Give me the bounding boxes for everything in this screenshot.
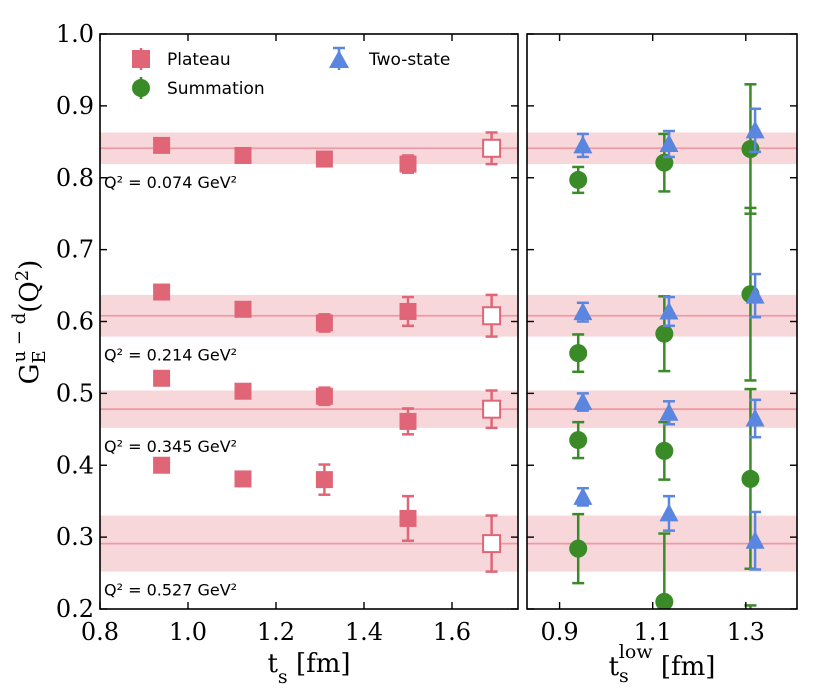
two-state-point-1-2 <box>745 285 765 304</box>
plateau-point-2-1 <box>234 382 252 400</box>
summation-point-3-1 <box>655 592 674 609</box>
plateau-point-0-2 <box>315 150 333 168</box>
plateau-point-1-0 <box>153 283 171 301</box>
two-state-point-2-1 <box>659 402 679 421</box>
legend-two-state: Two-state <box>329 46 450 70</box>
legend-summation-label: Summation <box>167 79 265 99</box>
ytick-label-8: 1.0 <box>56 20 94 48</box>
legend-two-state-marker <box>329 50 349 68</box>
plateau-point-1-2 <box>315 314 333 332</box>
two-state-point-3-2 <box>745 530 765 549</box>
plateau-point-3-0 <box>153 456 171 474</box>
fit-point-1 <box>482 306 502 326</box>
plateau-point-1-3 <box>399 302 417 320</box>
summation-point-2-2 <box>741 469 760 488</box>
q2-label-0: Q² = 0.074 GeV² <box>104 173 237 192</box>
two-state-point-3-1 <box>659 503 679 522</box>
legend-plateau-marker <box>132 50 150 68</box>
q2-label-2: Q² = 0.345 GeV² <box>104 437 237 456</box>
ytick-label-0: 0.2 <box>56 595 94 623</box>
plateau-point-0-3 <box>399 155 417 173</box>
ytick-label-4: 0.6 <box>56 308 94 336</box>
left-xtick-label-1: 1.0 <box>169 618 207 646</box>
ytick-label-6: 0.8 <box>56 164 94 192</box>
legend: Plateau Summation Two-state <box>132 46 450 99</box>
two-state-point-0-0 <box>573 135 593 154</box>
summation-point-1-0 <box>569 344 588 363</box>
left-panel-marks <box>153 131 502 573</box>
left-xtick-label-4: 1.6 <box>433 618 471 646</box>
two-state-point-2-2 <box>745 408 765 427</box>
ytick-label-1: 0.3 <box>56 523 94 551</box>
summation-point-3-0 <box>569 539 588 558</box>
left-panel-bands <box>100 132 518 572</box>
plateau-point-3-2 <box>315 471 333 489</box>
summation-point-1-1 <box>655 324 674 343</box>
plateau-point-3-1 <box>234 470 252 488</box>
legend-plateau-label: Plateau <box>167 50 231 70</box>
legend-summation-marker <box>132 79 150 97</box>
left-xtick-label-2: 1.2 <box>257 618 295 646</box>
plateau-point-0-1 <box>234 146 252 164</box>
plateau-point-3-3 <box>399 509 417 527</box>
fit-point-0 <box>482 138 502 158</box>
two-state-point-3-0 <box>573 486 593 505</box>
fit-point-2 <box>482 399 502 419</box>
ytick-label-5: 0.7 <box>56 236 94 264</box>
ytick-label-7: 0.9 <box>56 92 94 120</box>
two-state-point-1-1 <box>659 301 679 320</box>
q2-label-3: Q² = 0.527 GeV² <box>104 581 237 600</box>
two-state-point-0-2 <box>745 120 765 139</box>
right-xtick-label-0: 0.9 <box>541 618 579 646</box>
summation-point-0-0 <box>569 170 588 189</box>
plateau-point-2-0 <box>153 369 171 387</box>
right-xtick-label-1: 1.1 <box>634 618 672 646</box>
ytick-label-3: 0.5 <box>56 379 94 407</box>
q2-label-1: Q² = 0.214 GeV² <box>104 346 237 365</box>
ylabel: GEu − d(Q2) <box>9 260 50 385</box>
left-xlabel: ts [fm] <box>267 649 350 688</box>
right-xtick-label-2: 1.3 <box>727 618 765 646</box>
summation-point-0-2 <box>741 140 760 158</box>
right-panel-bands <box>527 132 797 572</box>
plateau-point-1-1 <box>234 300 252 318</box>
two-state-point-2-0 <box>573 392 593 410</box>
q2-labels: Q² = 0.074 GeV² Q² = 0.214 GeV² Q² = 0.345… <box>104 173 237 600</box>
plateau-point-2-3 <box>399 412 417 430</box>
two-state-point-1-0 <box>573 302 593 321</box>
ytick-label-2: 0.4 <box>56 451 94 479</box>
legend-summation: Summation <box>132 77 265 99</box>
two-state-point-0-1 <box>659 133 679 152</box>
plateau-point-2-2 <box>315 387 333 405</box>
summation-point-2-1 <box>655 441 674 460</box>
fit-point-3 <box>482 534 502 554</box>
left-xtick-label-0: 0.8 <box>81 618 119 646</box>
legend-two-state-label: Two-state <box>368 50 450 70</box>
right-xlabel: tslow [fm] <box>609 641 716 687</box>
right-panel-marks <box>569 83 765 609</box>
plateau-point-0-0 <box>153 136 171 154</box>
left-xtick-label-3: 1.4 <box>345 618 383 646</box>
legend-plateau: Plateau <box>132 48 231 70</box>
summation-point-2-0 <box>569 431 588 450</box>
